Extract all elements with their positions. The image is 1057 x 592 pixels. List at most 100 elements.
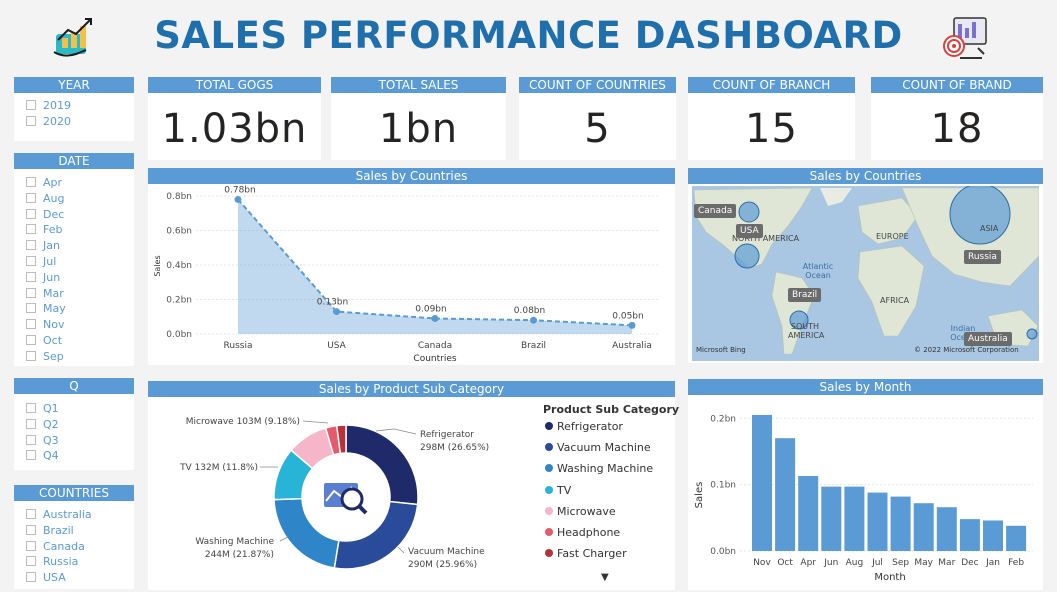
checkbox[interactable] xyxy=(26,403,36,413)
checkbox[interactable] xyxy=(26,271,36,282)
slicer-option-date-aug[interactable]: Aug xyxy=(26,191,64,206)
slicer-option-year-2020[interactable]: 2020 xyxy=(26,114,71,129)
checkbox[interactable] xyxy=(26,434,36,445)
x-tick-label: May xyxy=(914,558,933,568)
data-point[interactable] xyxy=(530,316,537,324)
slicer-option-date-jun[interactable]: Jun xyxy=(26,270,60,285)
data-point[interactable] xyxy=(333,308,340,316)
y-tick-label: 0.0bn xyxy=(710,547,736,557)
legend-item-fast-charger[interactable]: Fast Charger xyxy=(545,547,627,561)
slicer-option-date-jul[interactable]: Jul xyxy=(26,254,56,269)
checkbox[interactable] xyxy=(26,509,36,519)
map-label-russia: Russia xyxy=(964,250,1001,264)
slicer-option-date-jan[interactable]: Jan xyxy=(26,238,60,253)
bar-aug[interactable] xyxy=(844,486,865,551)
legend-item-washing-machine[interactable]: Washing Machine xyxy=(545,462,653,476)
slice-callout-label: 298M (26.65%) xyxy=(420,443,489,453)
checkbox[interactable] xyxy=(26,192,36,203)
x-tick-label: Aug xyxy=(846,558,864,568)
chart-header: Sales by Product Sub Category xyxy=(148,381,675,397)
checkbox[interactable] xyxy=(26,335,36,345)
legend-item-refrigerator[interactable]: Refrigerator xyxy=(545,420,623,434)
slicer-option-date-feb[interactable]: Feb xyxy=(26,222,62,237)
bar-jan[interactable] xyxy=(983,520,1003,551)
checkbox[interactable] xyxy=(26,540,36,551)
checkbox[interactable] xyxy=(26,177,36,187)
slicer-option-q-q3[interactable]: Q3 xyxy=(26,433,59,448)
x-tick-label: Nov xyxy=(753,558,771,568)
bar-dec[interactable] xyxy=(959,519,980,551)
kpi-total-gogs: TOTAL GOGS 1.03bn xyxy=(148,77,321,160)
bar-may[interactable] xyxy=(913,503,934,551)
bar-feb[interactable] xyxy=(1006,525,1027,551)
slicer-option-label: Dec xyxy=(43,207,65,221)
checkbox[interactable] xyxy=(26,224,36,235)
checkbox[interactable] xyxy=(26,319,36,330)
slicer-option-countries-russia[interactable]: Russia xyxy=(26,554,78,569)
checkbox[interactable] xyxy=(26,450,36,461)
sales-by-countries-map: Sales by Countries NORTH AMERICA xyxy=(688,168,1043,363)
slicer-option-year-2019[interactable]: 2019 xyxy=(26,98,71,113)
legend-label: Headphone xyxy=(557,526,621,539)
map-geo-label: ASIA xyxy=(980,224,999,233)
y-tick-label: 0.2bn xyxy=(166,296,192,306)
data-label: 0.05bn xyxy=(612,311,643,321)
checkbox[interactable] xyxy=(26,100,36,110)
checkbox[interactable] xyxy=(26,556,36,567)
slicer-option-label: 2019 xyxy=(43,99,71,112)
checkbox[interactable] xyxy=(26,350,36,361)
bubble-russia xyxy=(949,186,1011,245)
bar-nov[interactable] xyxy=(752,414,772,551)
slicer-option-date-mar[interactable]: Mar xyxy=(26,286,64,301)
slicer-option-countries-brazil[interactable]: Brazil xyxy=(26,523,74,538)
donut-slice-fast-charger[interactable] xyxy=(335,424,347,455)
checkbox[interactable] xyxy=(26,418,36,429)
checkbox[interactable] xyxy=(26,572,36,583)
kpi-value: 1bn xyxy=(378,106,459,152)
checkbox[interactable] xyxy=(26,524,36,535)
bar-oct[interactable] xyxy=(775,438,796,551)
checkbox[interactable] xyxy=(26,208,36,219)
map-geo-label: Indian Ocean xyxy=(950,324,976,342)
checkbox[interactable] xyxy=(26,240,36,251)
bar-sep[interactable] xyxy=(890,496,911,551)
data-point[interactable] xyxy=(628,321,636,329)
x-axis-title: Month xyxy=(874,572,905,583)
legend-scroll-down-icon[interactable]: ▼ xyxy=(601,572,609,583)
callout-leader-line xyxy=(279,536,289,542)
bar-jun[interactable] xyxy=(821,486,842,551)
map-canvas[interactable]: NORTH AMERICA Atlantic Ocean EUROPE ASIA… xyxy=(692,186,1039,361)
checkbox[interactable] xyxy=(26,287,36,298)
date-slicer: DATE Apr Aug Dec Feb Jan Jul Jun Mar May Nov Oct Se… xyxy=(14,153,134,366)
data-point[interactable] xyxy=(234,195,242,203)
donut-slice-washing-machine[interactable] xyxy=(273,497,340,569)
checkbox[interactable] xyxy=(26,303,36,314)
slicer-option-q-q1[interactable]: Q1 xyxy=(26,401,59,416)
legend-item-vacuum-machine[interactable]: Vacuum Machine xyxy=(545,441,651,455)
bar-apr[interactable] xyxy=(798,476,819,551)
legend-item-tv[interactable]: TV xyxy=(545,484,571,498)
chart-header: Sales by Month xyxy=(688,379,1043,395)
checkbox[interactable] xyxy=(26,256,36,266)
slicer-option-q-q4[interactable]: Q4 xyxy=(26,448,59,463)
bar-jul[interactable] xyxy=(867,492,888,551)
donut-slice-vacuum-machine[interactable] xyxy=(333,500,419,570)
map-geo-label: NORTH AMERICA xyxy=(732,234,800,243)
legend-item-microwave[interactable]: Microwave xyxy=(545,505,616,519)
slicer-option-countries-australia[interactable]: Australia xyxy=(26,507,92,522)
bar-mar[interactable] xyxy=(936,507,957,551)
callout-leader-line xyxy=(302,420,329,424)
checkbox[interactable] xyxy=(26,116,36,126)
slicer-option-date-may[interactable]: May xyxy=(26,301,66,316)
slicer-option-date-dec[interactable]: Dec xyxy=(26,207,64,222)
slicer-option-label: Australia xyxy=(43,508,92,521)
slicer-option-countries-usa[interactable]: USA xyxy=(26,570,66,585)
slicer-option-date-sep[interactable]: Sep xyxy=(26,349,64,364)
slicer-option-date-apr[interactable]: Apr xyxy=(26,175,62,190)
slicer-option-q-q2[interactable]: Q2 xyxy=(26,417,59,432)
legend-item-headphone[interactable]: Headphone xyxy=(545,526,620,540)
data-point[interactable] xyxy=(431,314,439,322)
slicer-option-countries-canada[interactable]: Canada xyxy=(26,539,85,554)
slicer-option-date-oct[interactable]: Oct xyxy=(26,333,62,348)
slicer-option-date-nov[interactable]: Nov xyxy=(26,317,64,332)
